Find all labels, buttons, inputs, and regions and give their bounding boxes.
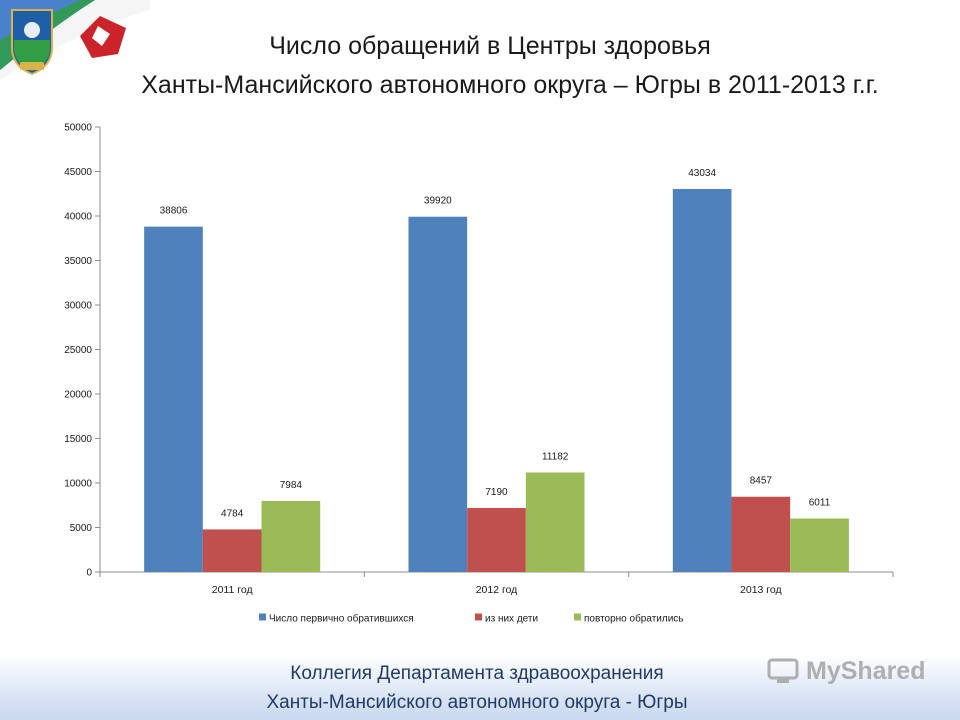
x-tick-label: 2013 год: [740, 584, 782, 596]
y-tick-label: 10000: [64, 479, 92, 490]
bar: [731, 496, 791, 572]
y-tick-label: 5000: [70, 523, 93, 534]
data-label: 4784: [221, 508, 244, 519]
data-label: 7984: [280, 480, 303, 491]
red-emblem-icon: [80, 16, 126, 58]
legend-label: повторно обратились: [584, 613, 684, 625]
bar: [525, 472, 585, 572]
data-label: 7190: [485, 487, 508, 498]
x-tick-label: 2011 год: [212, 584, 253, 596]
data-label: 11182: [542, 451, 569, 462]
watermark-text: MyShared: [806, 656, 926, 685]
legend-swatch: [475, 613, 482, 621]
header-emblems: [0, 0, 150, 80]
chart-title-line2: Ханты-Мансийского автономного округа – Ю…: [141, 71, 879, 99]
footer-line1: Коллегия Департамента здравоохранения: [290, 663, 664, 684]
data-label: 6011: [809, 498, 831, 509]
bar: [144, 226, 203, 573]
y-tick-label: 35000: [64, 256, 92, 267]
bar-chart: 0 5000 10000 15000 20000 25000 30000 35000 40000…: [64, 123, 894, 625]
data-label: 8457: [750, 476, 773, 487]
y-tick-label: 45000: [64, 167, 92, 178]
bar: [672, 188, 732, 572]
watermark: MyShared: [766, 656, 925, 686]
data-label: 38806: [160, 206, 188, 217]
data-label: 39920: [424, 196, 452, 207]
myshared-logo-icon: [767, 658, 799, 683]
chart-title-line1: Число обращений в Центры здоровья: [269, 32, 711, 60]
footer-line2: Ханты-Мансийского автономного округа - Ю…: [266, 692, 688, 713]
legend-swatch: [574, 613, 581, 621]
bar: [202, 529, 262, 572]
bar: [467, 508, 526, 572]
data-label: 43034: [688, 168, 716, 179]
y-tick-label: 15000: [64, 434, 92, 445]
y-tick-label: 50000: [64, 123, 92, 134]
y-tick-label: 40000: [64, 212, 92, 223]
y-tick-label: 30000: [64, 301, 92, 312]
bar: [261, 500, 321, 572]
y-tick-label: 0: [86, 568, 92, 579]
legend-swatch: [259, 613, 266, 621]
legend-label: из них дети: [485, 614, 538, 625]
coat-of-arms-icon: [11, 9, 53, 76]
bar: [790, 518, 849, 572]
x-tick-label: 2012 год: [476, 584, 518, 596]
footer-bar: [0, 655, 960, 720]
bar: [408, 216, 468, 572]
y-tick-label: 20000: [64, 390, 92, 401]
y-tick-label: 25000: [64, 345, 92, 356]
legend-label: Число первично обратившихся: [269, 613, 414, 625]
